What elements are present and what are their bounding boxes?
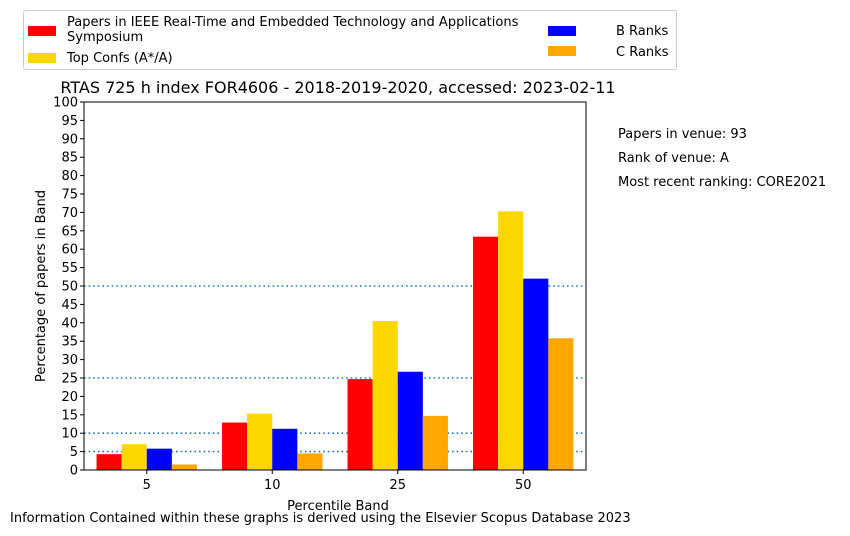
legend-swatch-b-ranks — [548, 26, 576, 36]
y-tick-label-90: 90 — [61, 132, 78, 147]
y-tick-label-20: 20 — [61, 390, 78, 405]
y-tick-label-80: 80 — [61, 169, 78, 184]
y-tick-label-25: 25 — [61, 372, 78, 387]
bar-1-cat-25 — [347, 379, 373, 470]
y-tick-label-40: 40 — [61, 316, 78, 331]
y-tick-label-60: 60 — [61, 243, 78, 258]
y-tick-label-75: 75 — [61, 188, 78, 203]
legend-label-b-ranks: B Ranks — [616, 24, 669, 39]
papers-in-venue: Papers in venue: 93 — [618, 127, 747, 142]
y-tick-label-5: 5 — [70, 445, 78, 460]
legend: Papers in IEEE Real-Time and Embedded Te… — [23, 10, 677, 70]
x-axis-label: Percentile Band — [287, 499, 389, 514]
y-tick-label-55: 55 — [61, 261, 78, 276]
bar-3-cat-25 — [397, 371, 423, 470]
bar-2-cat-5 — [121, 444, 147, 470]
x-axis: 5 10 25 50 — [143, 470, 532, 493]
y-tick-label-95: 95 — [61, 114, 78, 129]
y-tick-label-85: 85 — [61, 151, 78, 166]
y-axis-label: Percentage of papers in Band — [34, 190, 49, 382]
y-tick-label-100: 100 — [53, 96, 78, 111]
y-tick-label-65: 65 — [61, 224, 78, 239]
rank-of-venue: Rank of venue: A — [618, 151, 729, 166]
y-axis: 0 5 10 15 20 25 30 35 40 45 50 55 60 65 70 75 80 85 90 95 10… — [53, 96, 84, 479]
bar-4-cat-50 — [548, 338, 574, 470]
bar-3-cat-50 — [523, 278, 549, 470]
bar-2-cat-25 — [372, 320, 398, 470]
bars — [96, 211, 574, 470]
y-tick-label-50: 50 — [61, 280, 78, 295]
bar-2-cat-50 — [498, 211, 524, 470]
y-tick-label-30: 30 — [61, 353, 78, 368]
y-tick-label-35: 35 — [61, 335, 78, 350]
legend-label-c-ranks: C Ranks — [616, 45, 669, 60]
y-tick-label-70: 70 — [61, 206, 78, 221]
y-tick-label-45: 45 — [61, 298, 78, 313]
bar-4-cat-5 — [171, 464, 197, 470]
most-recent-ranking: Most recent ranking: CORE2021 — [618, 175, 827, 190]
chart-title: RTAS 725 h index FOR4606 - 2018-2019-202… — [60, 78, 615, 97]
legend-label-venue: Papers in IEEE Real-Time and Embedded Te… — [67, 15, 519, 45]
y-tick-label-0: 0 — [70, 464, 78, 479]
bar-2-cat-10 — [247, 413, 273, 470]
x-tick-label-50: 50 — [515, 478, 532, 493]
bar-3-cat-10 — [272, 428, 298, 470]
x-tick-label-10: 10 — [264, 478, 281, 493]
legend-swatch-venue — [28, 26, 56, 36]
legend-label-top-confs: Top Confs (A*/A) — [67, 51, 173, 66]
bar-1-cat-50 — [473, 236, 499, 470]
legend-swatch-top-confs — [28, 53, 56, 63]
footer-note: Information Contained within these graph… — [10, 511, 631, 526]
bar-1-cat-10 — [222, 422, 248, 470]
x-tick-label-25: 25 — [389, 478, 406, 493]
y-tick-label-10: 10 — [61, 427, 78, 442]
y-tick-label-15: 15 — [61, 408, 78, 423]
x-tick-label-5: 5 — [143, 478, 151, 493]
bar-4-cat-10 — [297, 453, 323, 470]
legend-swatch-c-ranks — [548, 46, 576, 56]
bar-4-cat-25 — [422, 415, 448, 470]
bar-3-cat-5 — [146, 448, 172, 470]
bar-1-cat-5 — [96, 454, 122, 470]
